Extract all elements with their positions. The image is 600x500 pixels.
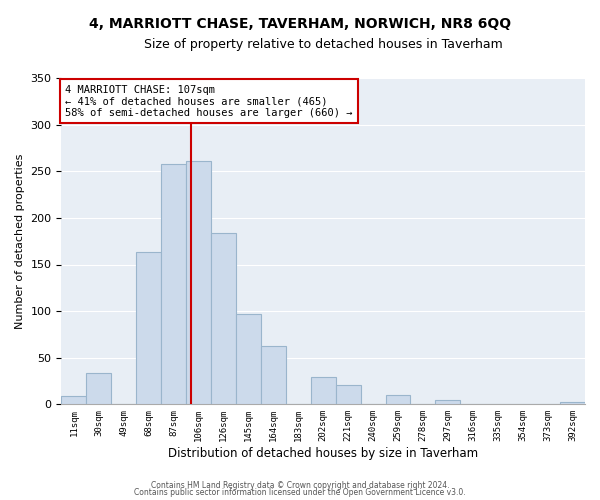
Bar (161, 164, 186, 404)
Bar (261, 346, 286, 405)
Text: Contains HM Land Registry data © Crown copyright and database right 2024.: Contains HM Land Registry data © Crown c… (151, 480, 449, 490)
Y-axis label: Number of detached properties: Number of detached properties (15, 154, 25, 329)
Bar (61, 396, 86, 404)
Bar (86, 372, 111, 404)
Bar (560, 402, 585, 404)
Bar (186, 161, 211, 404)
Bar (335, 385, 361, 404)
Text: 4 MARRIOTT CHASE: 107sqm
← 41% of detached houses are smaller (465)
58% of semi-: 4 MARRIOTT CHASE: 107sqm ← 41% of detach… (65, 84, 353, 118)
Bar (136, 252, 161, 404)
Bar (386, 395, 410, 404)
Bar (311, 378, 335, 404)
Text: Contains public sector information licensed under the Open Government Licence v3: Contains public sector information licen… (134, 488, 466, 497)
X-axis label: Distribution of detached houses by size in Taverham: Distribution of detached houses by size … (168, 447, 478, 460)
Text: 4, MARRIOTT CHASE, TAVERHAM, NORWICH, NR8 6QQ: 4, MARRIOTT CHASE, TAVERHAM, NORWICH, NR… (89, 18, 511, 32)
Bar (436, 400, 460, 404)
Bar (236, 314, 261, 404)
Title: Size of property relative to detached houses in Taverham: Size of property relative to detached ho… (144, 38, 503, 51)
Bar (211, 233, 236, 404)
